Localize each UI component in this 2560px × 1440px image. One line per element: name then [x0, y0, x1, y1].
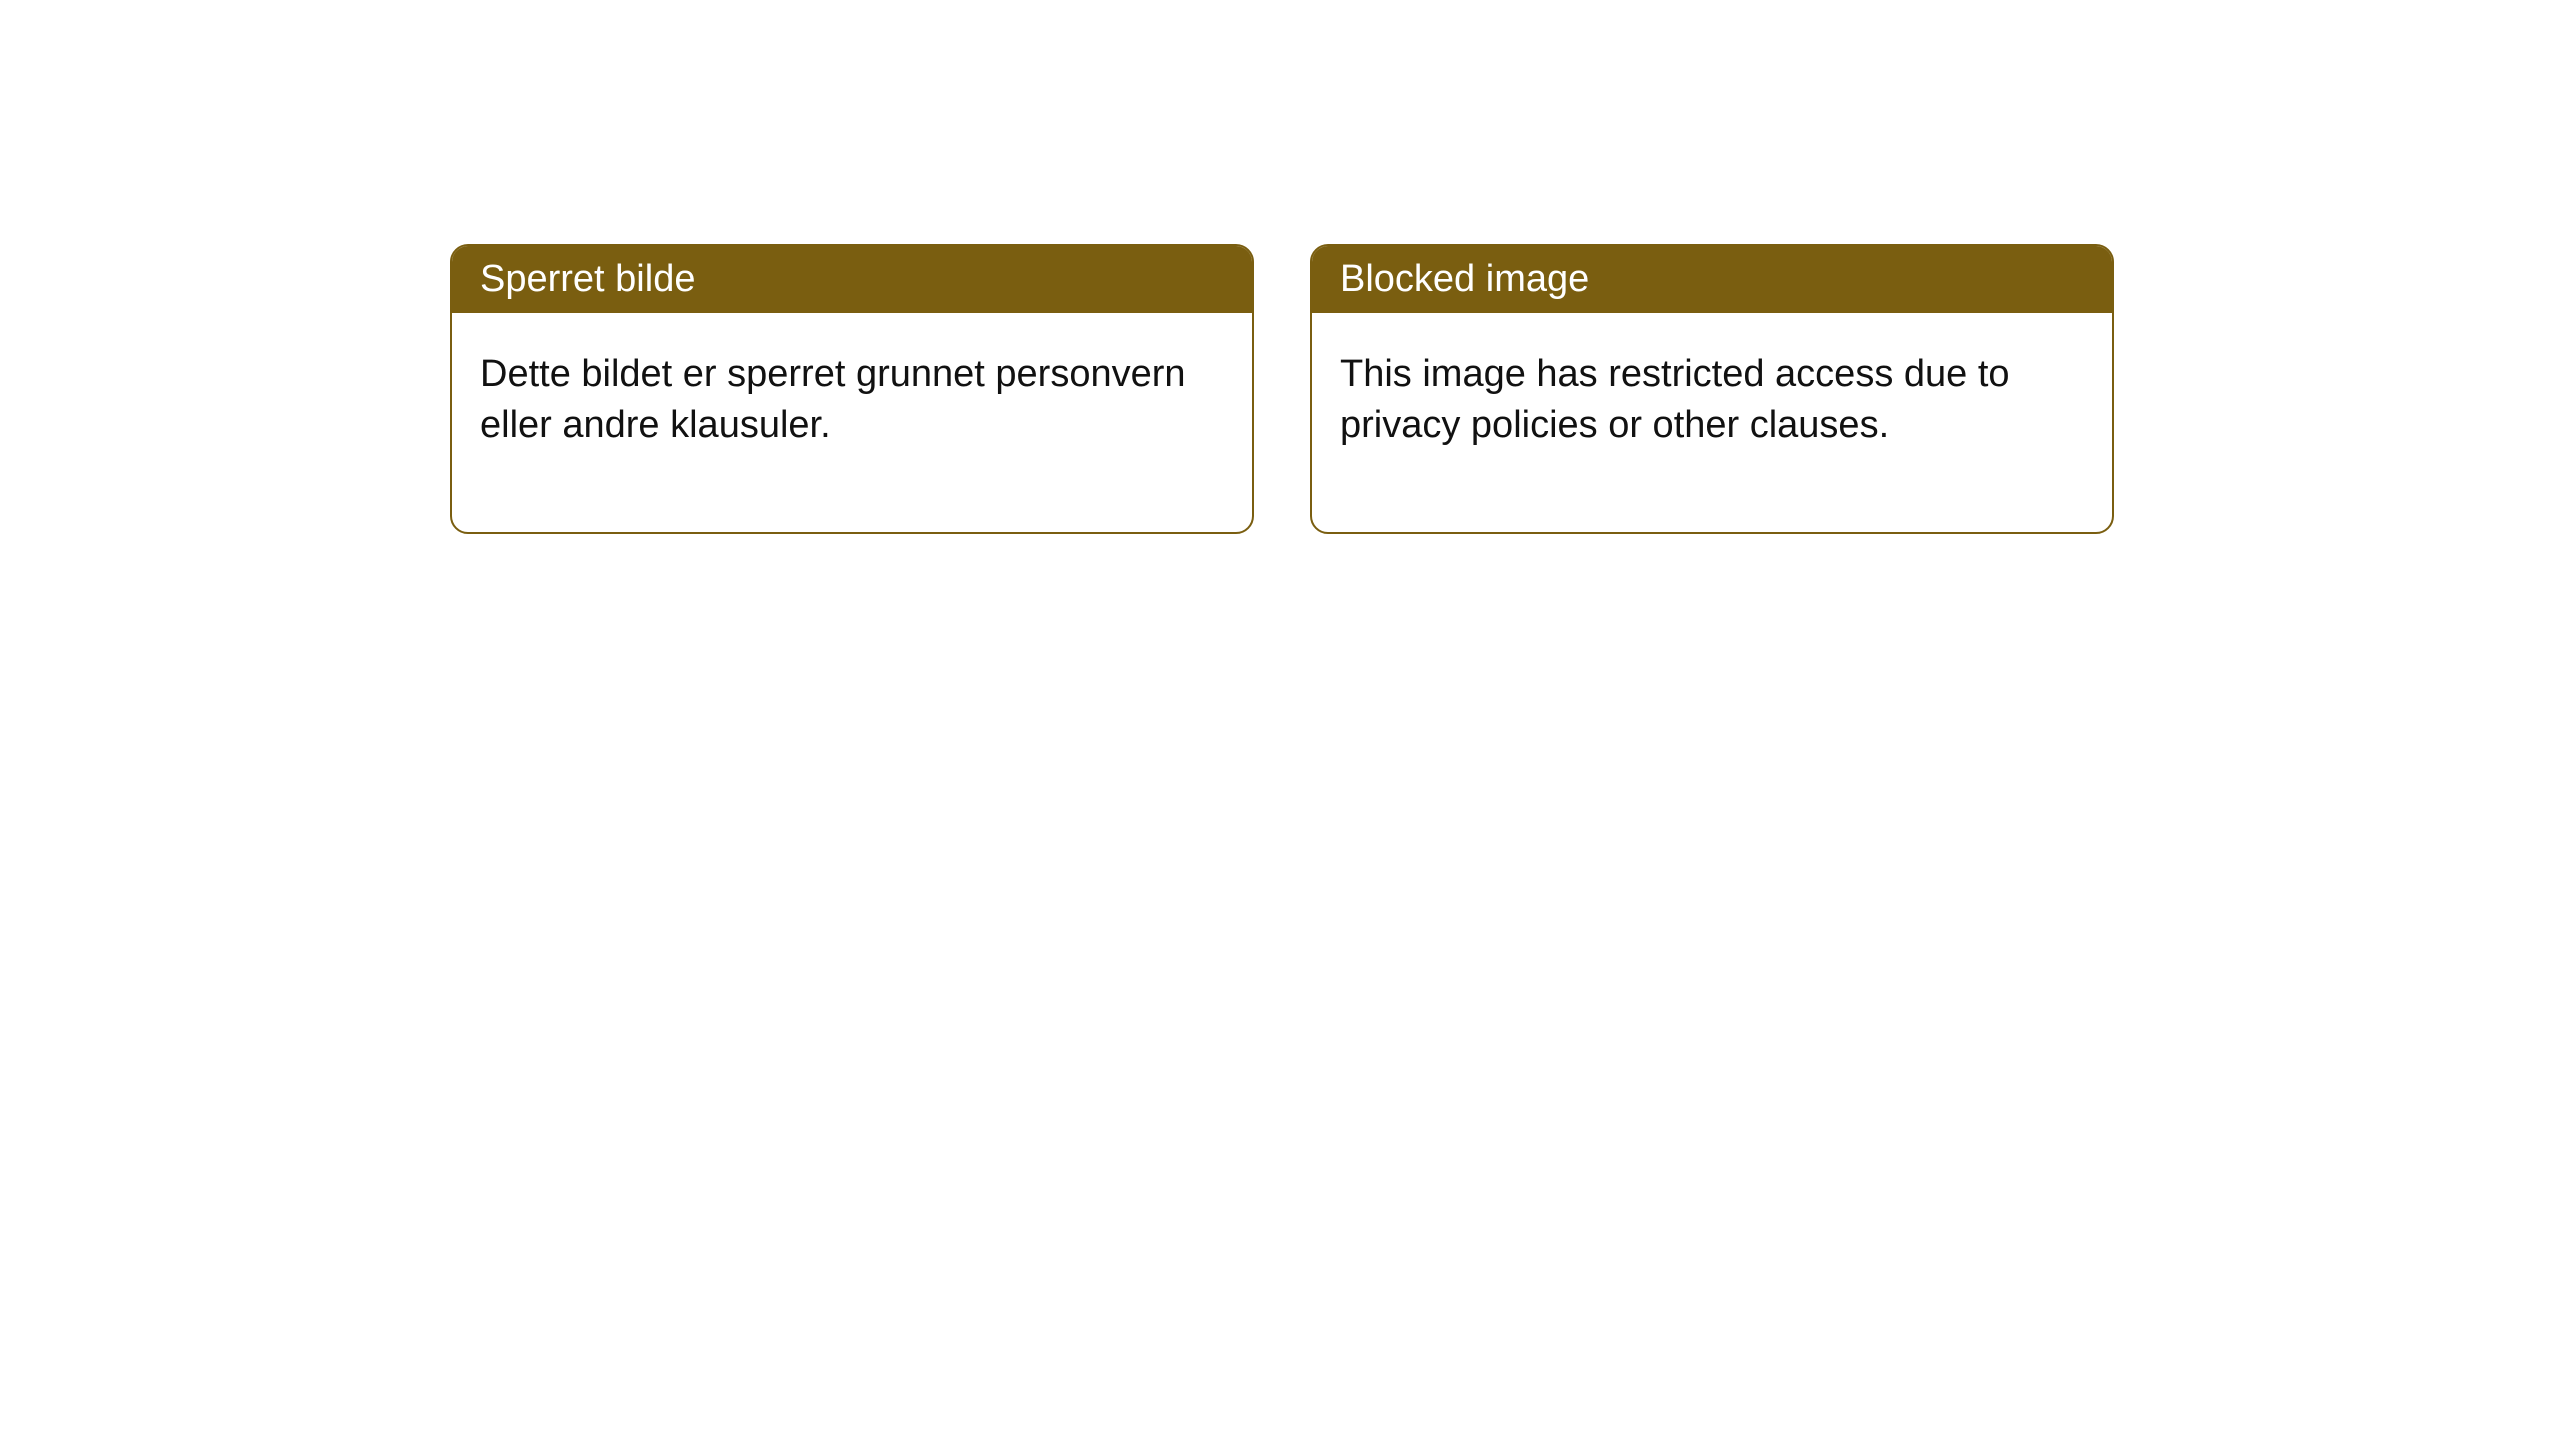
notice-card-title: Blocked image — [1312, 246, 2112, 313]
notice-card-body: This image has restricted access due to … — [1312, 313, 2112, 532]
notice-container: Sperret bilde Dette bildet er sperret gr… — [0, 0, 2560, 534]
notice-card-english: Blocked image This image has restricted … — [1310, 244, 2114, 534]
notice-card-body: Dette bildet er sperret grunnet personve… — [452, 313, 1252, 532]
notice-card-title: Sperret bilde — [452, 246, 1252, 313]
notice-card-norwegian: Sperret bilde Dette bildet er sperret gr… — [450, 244, 1254, 534]
